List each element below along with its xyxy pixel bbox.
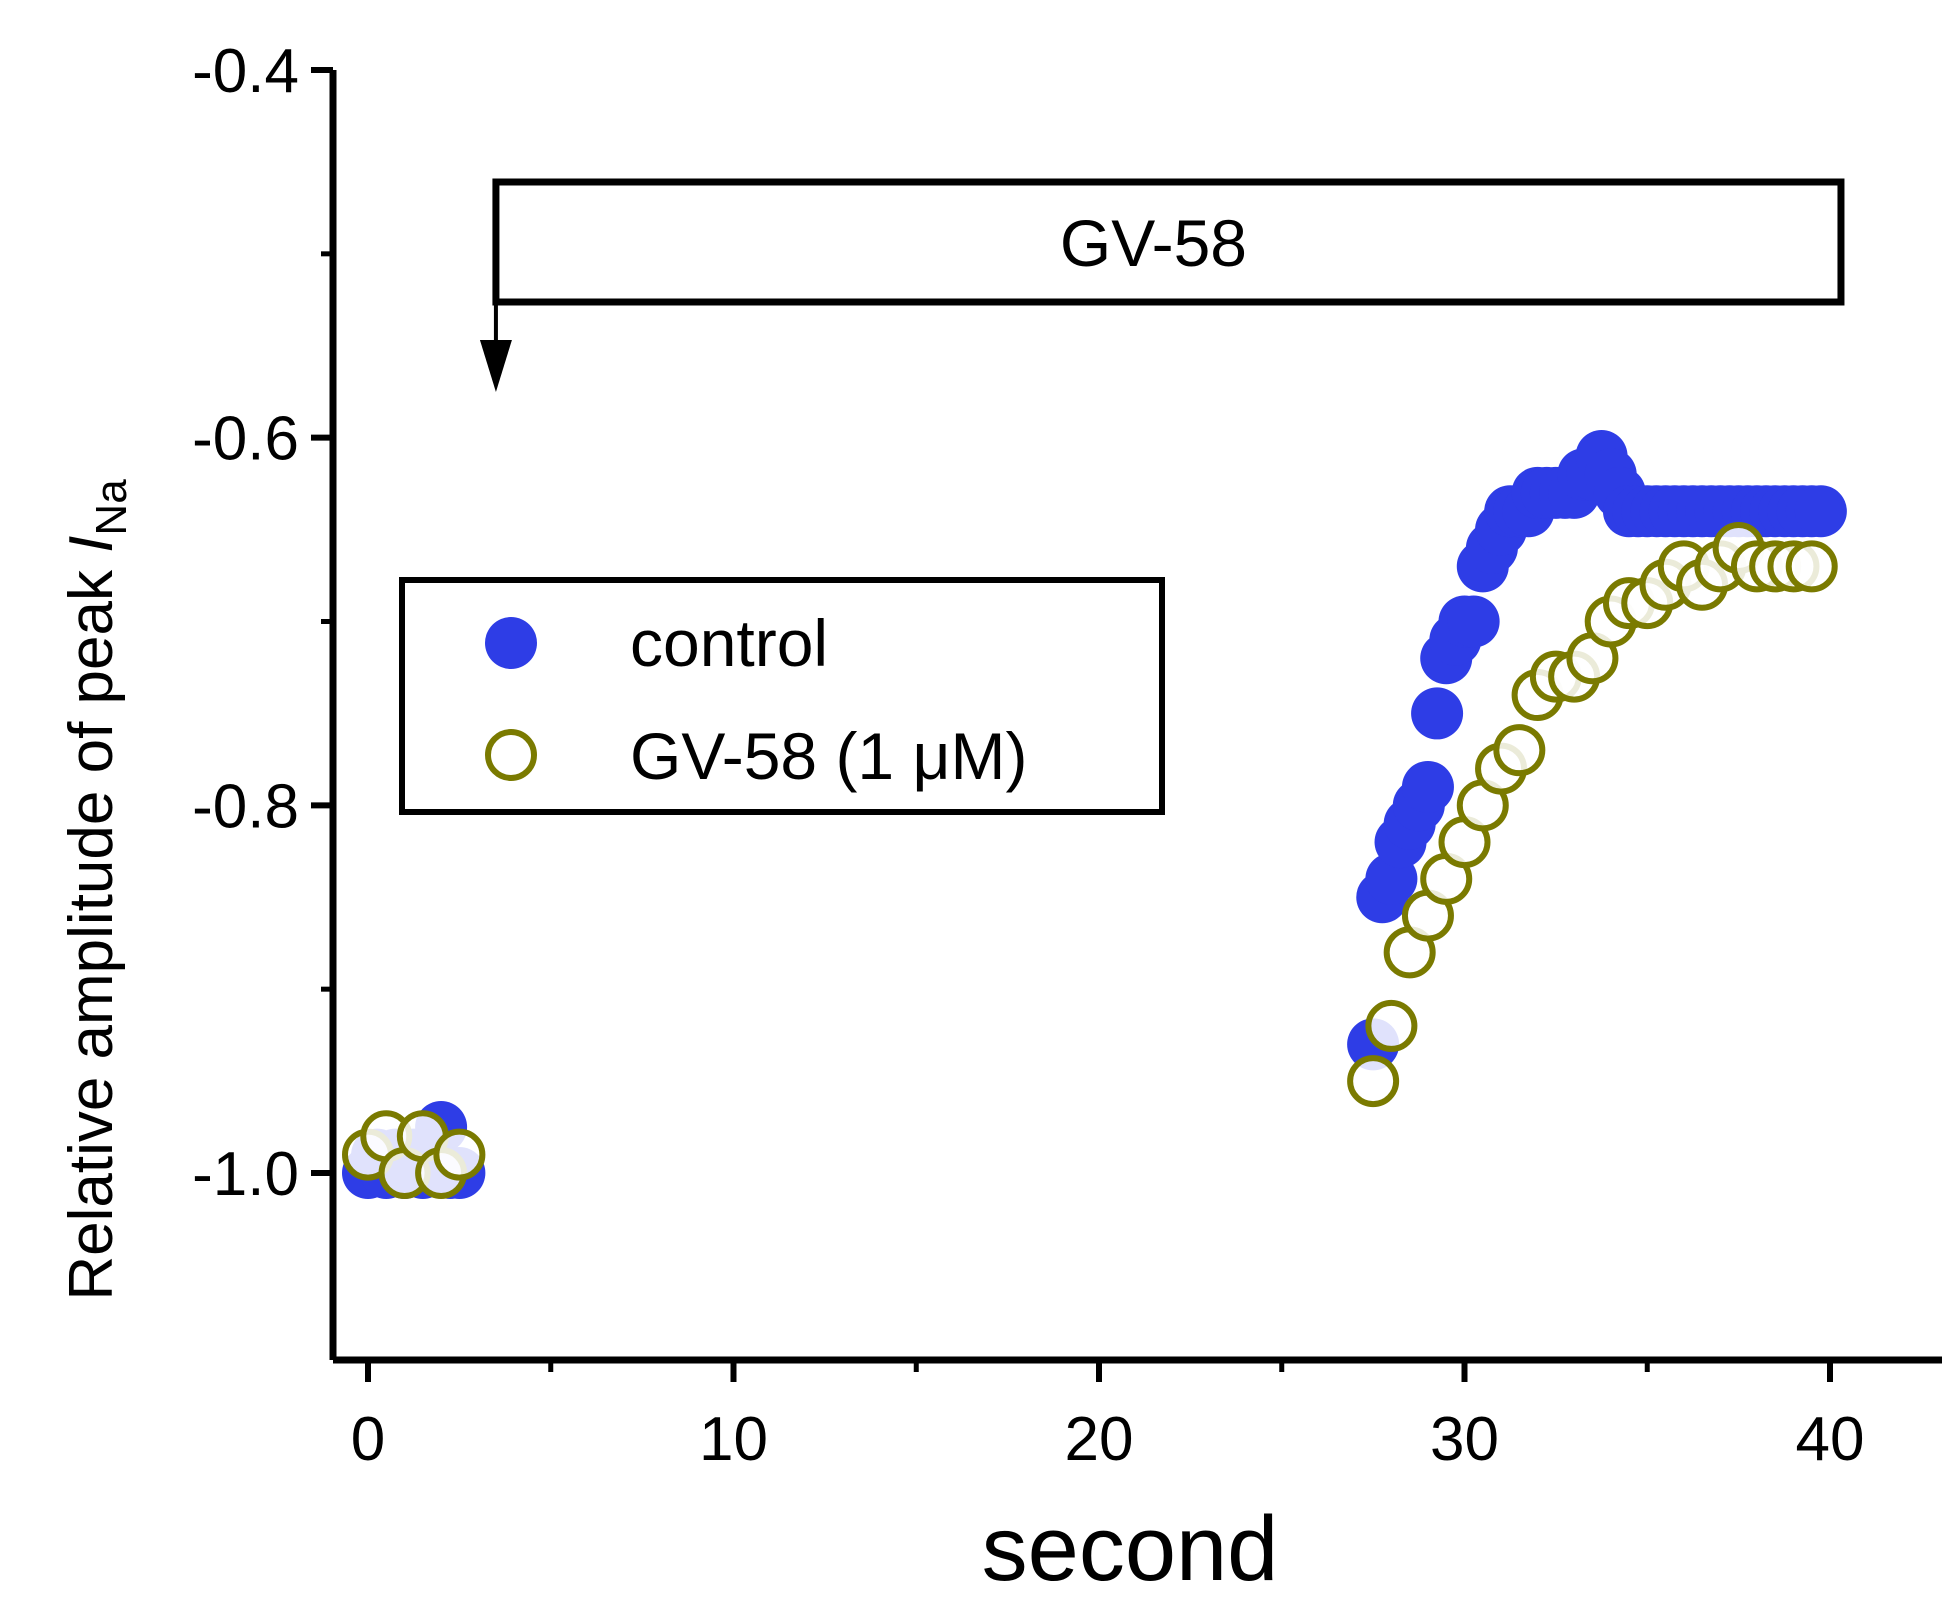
treatment-annotation: GV-58 [479,178,1845,392]
y-tick-label: -1.0 [192,1140,299,1209]
x-axis-title: second [982,1498,1279,1600]
y-tick-label: -0.4 [192,37,299,106]
annotation-box [492,178,1845,306]
plot-area: 0 10 20 30 40 -1.0 -0.8 -0.6 -0.4 [192,37,1942,1474]
y-axis-title-subscript: Na [87,479,136,536]
x-tick-label: 0 [351,1405,385,1474]
gv58-point [433,1128,486,1181]
gv58-point [1365,999,1418,1052]
annotation-label: GV-58 [1060,206,1247,280]
gv58-point [1347,1055,1400,1108]
y-axis-title: Relative amplitude of peak INa [57,479,136,1301]
x-tick-label: 30 [1430,1405,1499,1474]
x-tick-label: 40 [1796,1405,1865,1474]
x-tick-label: 20 [1065,1405,1134,1474]
legend-marker-control [485,617,537,669]
y-axis-title-prefix: Relative amplitude of peak [57,553,126,1301]
legend-label-gv58: GV-58 (1 μM) [630,719,1027,793]
y-tick-label: -0.8 [192,772,299,841]
x-tick-label: 10 [699,1405,768,1474]
y-tick-label: -0.6 [192,405,299,474]
y-axis-title-italic: I [57,536,126,553]
control-point [1794,485,1847,538]
control-point [1401,760,1454,813]
legend-label-control: control [630,606,828,680]
annotation-arrow-head [479,340,512,392]
control-point [1411,687,1464,740]
gv58-point [1785,540,1838,593]
legend: control GV-58 (1 μM) [399,577,1165,815]
gv58-point [1493,724,1546,777]
control-point [1447,595,1500,648]
legend-marker-gv58 [485,729,537,781]
